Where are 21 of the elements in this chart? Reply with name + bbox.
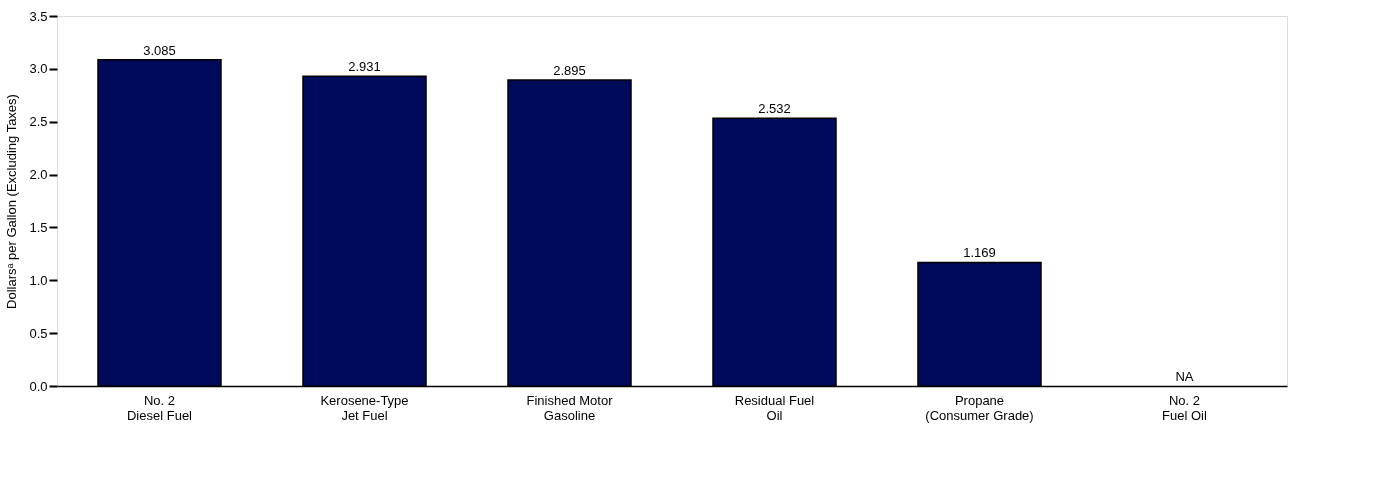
y-tick-label: 2.5 [29,114,48,130]
data-label: 2.895 [553,62,586,78]
x-tick-label: Kerosene-Type Jet Fuel [320,392,409,423]
y-tick-label: 0.5 [29,325,48,341]
y-tick-label: 0.0 [29,378,48,394]
data-label: 2.931 [348,59,381,75]
x-tick-label: No. 2 Fuel Oil [1162,392,1207,423]
y-axis-title: Dollarsᵃ per Gallon (Excluding Taxes) [4,94,20,309]
x-tick-label: Propane (Consumer Grade) [925,392,1034,423]
x-tick-label: No. 2 Diesel Fuel [126,392,193,423]
y-tick-label: 3.0 [29,61,48,77]
x-tick-label: Residual Fuel Oil [734,392,815,423]
data-label: 2.532 [758,101,791,117]
y-tick-label: 3.5 [29,8,48,24]
y-tick-label: 2.0 [29,167,48,183]
x-tick-label: Finished Motor Gasoline [526,392,614,423]
y-tick-label: 1.0 [29,272,48,288]
text: NA [1175,369,1194,384]
y-tick-label: 1.5 [29,219,48,235]
data-label: 3.085 [143,42,176,58]
data-label: 1.169 [963,245,996,261]
